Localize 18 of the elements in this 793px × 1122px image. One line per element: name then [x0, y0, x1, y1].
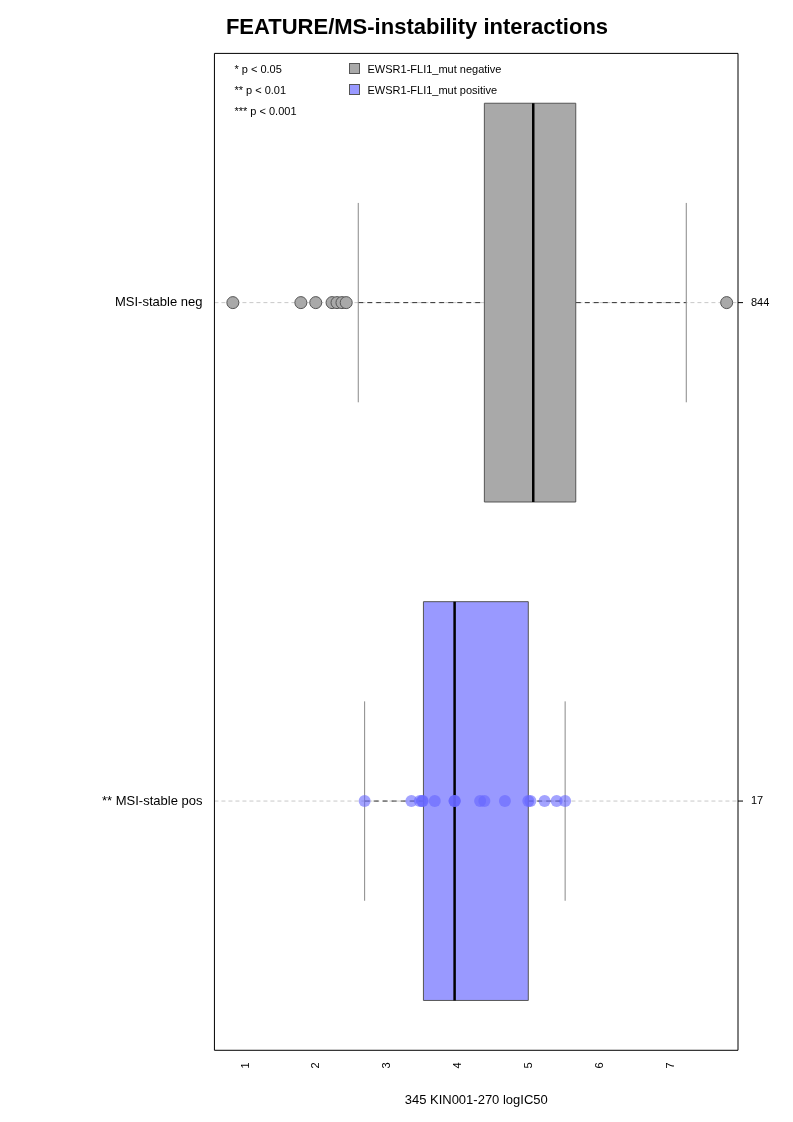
legend-label: EWSR1-FLI1_mut negative — [366, 62, 502, 78]
x-tick-label: 3 — [380, 1062, 393, 1069]
x-tick-label: 6 — [592, 1062, 605, 1069]
y2-tick-label: 844 — [751, 295, 770, 308]
y-tick-label: MSI-stable neg — [115, 294, 203, 310]
x-tick-label: 1 — [238, 1062, 251, 1069]
annotation: *** p < 0.001 — [234, 104, 297, 120]
x-tick-label: 4 — [451, 1062, 464, 1069]
x-tick-label: 7 — [663, 1062, 676, 1069]
y-tick-label: ** MSI-stable pos — [102, 792, 203, 808]
x-tick-label: 2 — [309, 1062, 322, 1069]
chart-title: FEATURE/MS-instability interactions — [225, 14, 609, 40]
annotation: ** p < 0.01 — [234, 83, 288, 99]
legend-label: EWSR1-FLI1_mut positive — [366, 83, 499, 99]
x-tick-label: 5 — [522, 1062, 535, 1069]
annotation: * p < 0.05 — [234, 62, 283, 78]
y2-tick-label: 17 — [751, 794, 764, 807]
x-axis-title: 345 KIN001-270 logIC50 — [404, 1091, 548, 1107]
